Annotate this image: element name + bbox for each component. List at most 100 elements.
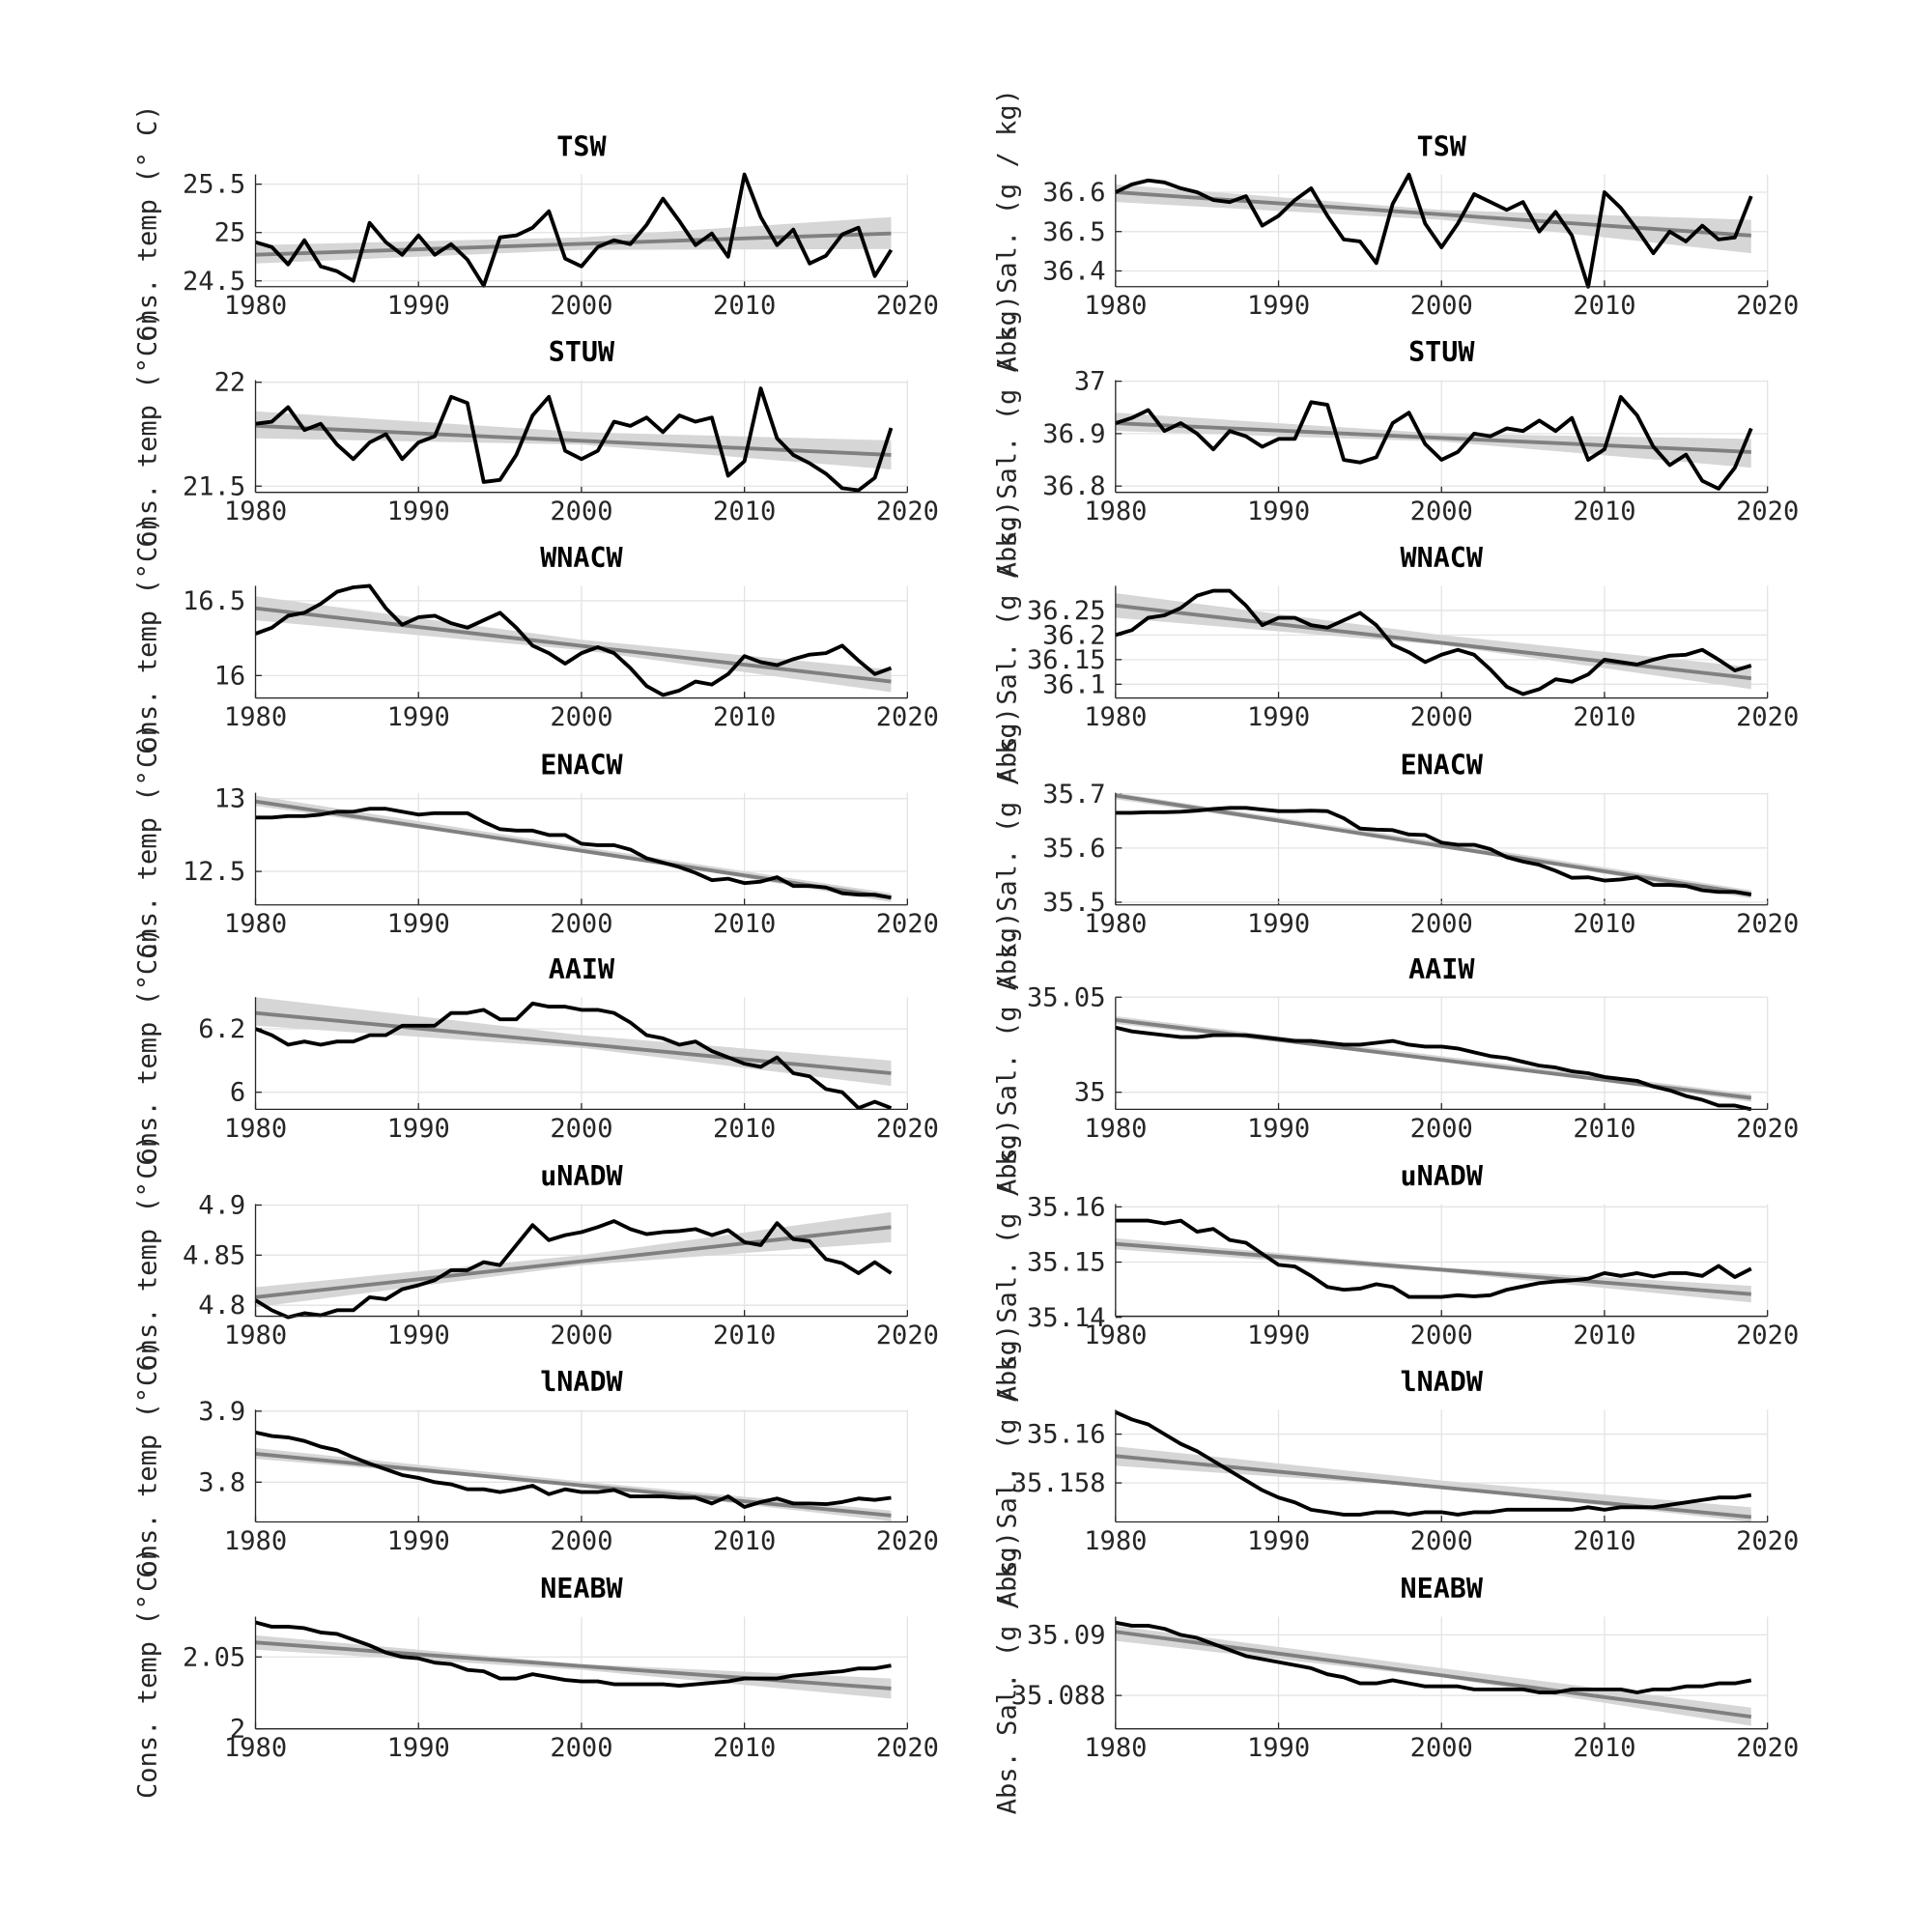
y-tick-label: 35.14 [1027,1303,1106,1333]
y-axis-label: Abs. Sal. (g / kg) [993,707,1023,990]
y-axis-label: Cons. temp (° C) [132,1340,162,1592]
x-tick-label: 2010 [713,291,776,321]
x-tick-label: 1990 [1247,909,1310,939]
y-axis-label: Abs. Sal. (g / kg) [993,912,1023,1195]
y-tick-label: 35.15 [1027,1248,1106,1278]
x-tick-label: 2010 [713,1733,776,1763]
subplot: 1980 1990 2000 2010 2020 35.5 35.6 35.7 ENACW Abs… [993,707,1800,990]
y-tick-label: 4.85 [183,1240,245,1270]
x-tick-label: 2010 [713,1321,776,1350]
trend-line [1115,793,1752,896]
x-tick-label: 2010 [713,1526,776,1556]
x-tick-label: 1980 [224,1114,287,1144]
y-tick-label: 36.8 [1042,471,1105,501]
x-tick-label: 2020 [876,291,939,321]
x-tick-label: 1980 [1084,1733,1147,1763]
x-tick-label: 2010 [713,497,776,526]
x-tick-label: 1990 [387,1321,450,1350]
y-tick-label: 36.5 [1042,217,1105,247]
subplot-title: AAIW [1408,953,1475,985]
x-tick-label: 1990 [1247,702,1310,732]
x-tick-label: 2020 [1736,1526,1799,1556]
x-tick-label: 1990 [1247,1733,1310,1763]
y-tick-label: 36.25 [1027,596,1106,626]
x-tick-label: 2000 [1410,1114,1473,1144]
x-tick-label: 2020 [876,1526,939,1556]
x-tick-label: 2010 [713,909,776,939]
x-tick-label: 1990 [387,1526,450,1556]
x-tick-label: 2000 [550,1526,612,1556]
x-tick-label: 2000 [550,1321,612,1350]
x-tick-label: 2020 [876,702,939,732]
x-tick-label: 1990 [387,909,450,939]
subplot: 1980 1990 2000 2010 2020 24.5 25 25.5 TSW Cons. t… [132,104,939,356]
x-tick-label: 1990 [387,1733,450,1763]
y-tick-label: 12.5 [183,857,245,887]
x-tick-label: 2000 [1410,1321,1473,1350]
x-tick-label: 2010 [1573,1733,1635,1763]
subplot: 1980 1990 2000 2010 2020 3.8 3.9 lNADW Cons. tem… [132,1340,939,1592]
y-axis-label: Abs. Sal. (g / kg) [993,1324,1023,1607]
y-axis-label: Abs. Sal. (g / kg) [993,1119,1023,1402]
x-tick-label: 2010 [1573,1114,1635,1144]
x-tick-label: 2020 [1736,291,1799,321]
x-tick-label: 2020 [876,497,939,526]
y-tick-label: 35.16 [1027,1420,1106,1450]
x-tick-label: 2010 [713,1114,776,1144]
subplot: 1980 1990 2000 2010 2020 4.8 4.85 4.9 uNADW Cons.… [132,1134,939,1386]
x-tick-label: 1990 [1247,497,1310,526]
x-tick-label: 1980 [224,1321,287,1350]
x-tick-label: 2020 [1736,1114,1799,1144]
y-tick-label: 37 [1074,367,1106,397]
x-tick-label: 2000 [1410,909,1473,939]
x-tick-label: 2010 [1573,291,1635,321]
y-axis-label: Cons. temp (° C) [132,1547,162,1799]
trend-line [255,423,892,457]
y-tick-label: 13 [214,784,246,814]
x-tick-label: 1990 [387,702,450,732]
x-tick-label: 2000 [550,909,612,939]
y-tick-label: 35.09 [1027,1620,1106,1650]
x-tick-label: 2000 [1410,291,1473,321]
y-tick-label: 22 [214,368,246,398]
y-axis-label: Cons. temp (° C) [132,723,162,975]
subplot-title: ENACW [1401,749,1484,781]
subplot-title: NEABW [540,1573,623,1605]
y-tick-label: 35 [1074,1078,1106,1108]
subplot-title: uNADW [1401,1160,1484,1192]
y-axis-label: Cons. temp (° C) [132,927,162,1179]
x-tick-label: 2020 [1736,1321,1799,1350]
x-tick-label: 1980 [224,1526,287,1556]
subplot-title: AAIW [549,953,615,985]
x-tick-label: 2000 [1410,1733,1473,1763]
x-tick-label: 1980 [1084,1114,1147,1144]
y-tick-label: 2.05 [183,1642,245,1672]
subplot: 1980 1990 2000 2010 2020 35 35.05 AAIW Abs. Sal.… [993,912,1800,1195]
y-tick-label: 6.2 [198,1014,245,1044]
data-line [1115,1218,1752,1299]
y-tick-label: 35.6 [1042,834,1105,864]
x-tick-label: 2000 [550,702,612,732]
x-tick-label: 2010 [1573,909,1635,939]
y-tick-label: 35.7 [1042,780,1105,810]
y-tick-label: 36.15 [1027,645,1106,675]
x-tick-label: 1990 [387,291,450,321]
y-tick-label: 3.8 [198,1467,245,1497]
data-line [255,1620,892,1688]
x-tick-label: 2010 [713,702,776,732]
y-axis-label: Cons. temp (° C) [132,310,162,562]
subplot: 1980 1990 2000 2010 2020 35.088 35.09 NEABW Abs.… [993,1531,1800,1814]
trend-line [1115,421,1751,454]
data-line [255,386,894,493]
subplot: 1980 1990 2000 2010 2020 6 6.2 AAIW Cons. temp (… [132,927,939,1179]
x-tick-label: 2010 [1573,702,1635,732]
x-tick-label: 1980 [224,291,287,321]
x-tick-label: 1990 [1247,1526,1310,1556]
x-tick-label: 1990 [387,1114,450,1144]
subplot: 1980 1990 2000 2010 2020 2 2.05 NEABW Cons. temp… [132,1547,939,1799]
subplot-title: STUW [549,336,615,368]
y-tick-label: 36.2 [1042,620,1105,650]
data-line [1115,394,1753,491]
y-tick-label: 35.158 [1011,1468,1106,1498]
